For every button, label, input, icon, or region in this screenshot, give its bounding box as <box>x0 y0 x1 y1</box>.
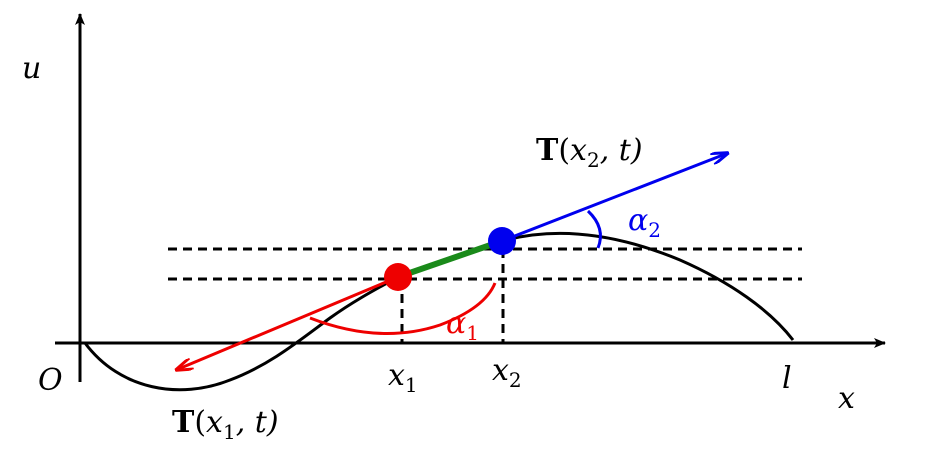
string-curve <box>83 231 795 392</box>
label-l: l <box>782 361 792 396</box>
angle-arc-1 <box>309 282 497 336</box>
tension-arrow-1 <box>176 275 399 370</box>
label-alpha1: α1 <box>446 306 479 345</box>
label-T2: T(x2, t) <box>536 133 643 172</box>
label-u: u <box>22 51 41 86</box>
label-T1: T(x1, t) <box>172 405 279 444</box>
label-alpha2: α2 <box>628 203 661 242</box>
label-origin: O <box>38 363 63 398</box>
tension-arrow-2 <box>501 153 728 243</box>
point-2 <box>488 227 516 255</box>
label-x: x <box>838 381 855 416</box>
angle-arc-2 <box>586 209 602 249</box>
label-x1: x1 <box>388 358 418 397</box>
segment <box>397 238 503 280</box>
point-1 <box>384 263 412 291</box>
label-x2: x2 <box>492 353 522 392</box>
